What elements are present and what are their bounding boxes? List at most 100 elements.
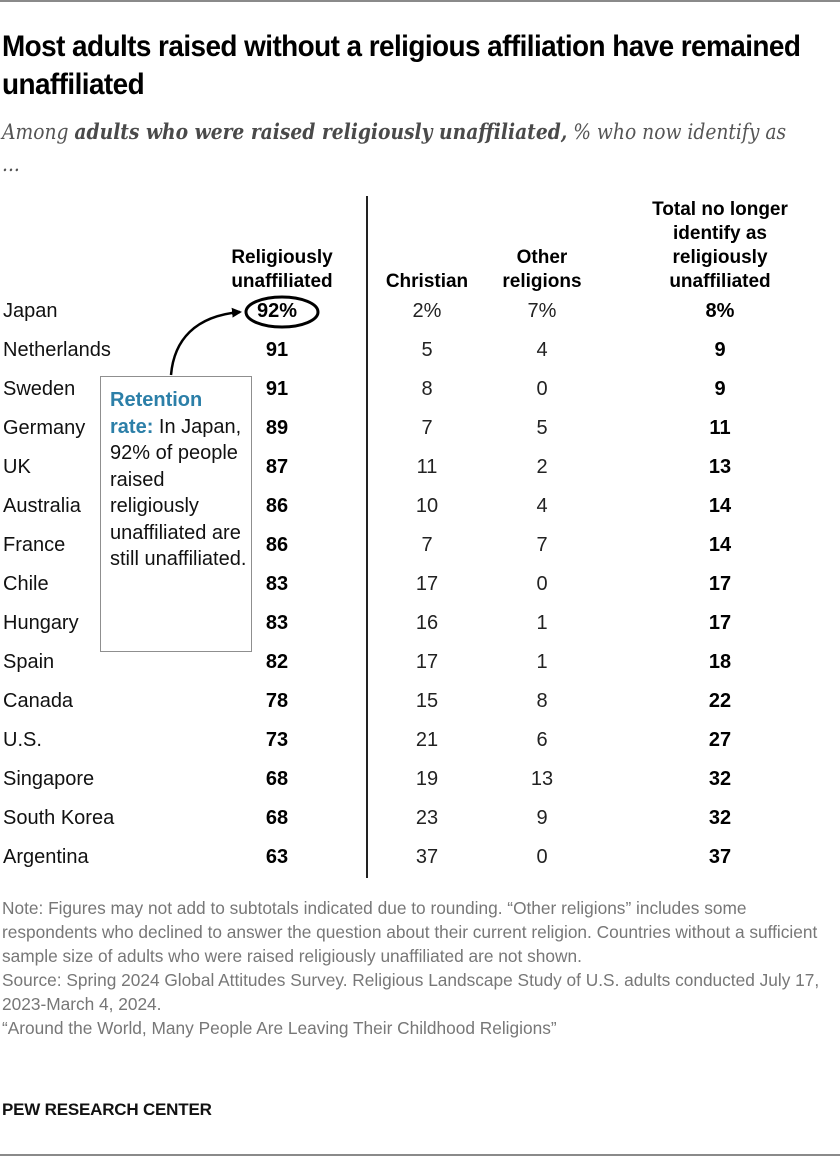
other-value: 7% <box>527 300 557 322</box>
table-row: Spain 82 17 1 18 <box>0 650 840 689</box>
total-value: 27 <box>708 729 732 751</box>
table-row: Chile 83 17 0 17 <box>0 572 840 611</box>
christian-value: 21 <box>415 729 439 751</box>
col-header-line: unaffiliated <box>669 271 771 292</box>
country-label: Germany <box>3 417 86 439</box>
col-header-line: Christian <box>385 271 469 292</box>
country-label: Singapore <box>3 768 95 790</box>
col-header-unaffiliated: Religiously unaffiliated <box>212 246 352 294</box>
unaffiliated-value: 92% <box>256 300 298 322</box>
col-header-total: Total no longer identify as religiously … <box>620 198 820 294</box>
col-header-line: religions <box>502 271 582 292</box>
total-value: 22 <box>708 690 732 712</box>
country-label: Canada <box>3 690 74 712</box>
christian-value: 15 <box>415 690 439 712</box>
country-label: Japan <box>3 300 58 322</box>
christian-value: 7 <box>421 534 433 556</box>
col-header-line: Total no longer <box>652 199 788 220</box>
table-row: France 86 7 7 14 <box>0 533 840 572</box>
christian-value: 17 <box>415 573 439 595</box>
christian-value: 8 <box>421 378 433 400</box>
source-text: Source: Spring 2024 Global Attitudes Sur… <box>2 970 820 1014</box>
total-value: 8% <box>705 300 735 322</box>
christian-value: 37 <box>415 846 439 868</box>
country-label: Hungary <box>3 612 79 634</box>
other-value: 8 <box>536 690 548 712</box>
unaffiliated-value: 78 <box>265 690 289 712</box>
christian-value: 16 <box>415 612 439 634</box>
other-value: 4 <box>536 339 548 361</box>
unaffiliated-value: 86 <box>265 534 289 556</box>
country-label: Argentina <box>3 846 89 868</box>
chart-subtitle: Among adults who were raised religiously… <box>2 116 803 180</box>
table-row: Singapore 68 19 13 32 <box>0 767 840 806</box>
christian-value: 10 <box>415 495 439 517</box>
table-row: Australia 86 10 4 14 <box>0 494 840 533</box>
table-row: Sweden 91 8 0 9 <box>0 377 840 416</box>
other-value: 0 <box>536 378 548 400</box>
report-title: “Around the World, Many People Are Leavi… <box>2 1018 557 1038</box>
country-label: Australia <box>3 495 81 517</box>
col-header-line: religiously <box>672 247 768 268</box>
table-row: Argentina 63 37 0 37 <box>0 845 840 884</box>
other-value: 7 <box>536 534 548 556</box>
total-value: 37 <box>708 846 732 868</box>
christian-value: 17 <box>415 651 439 673</box>
unaffiliated-value: 89 <box>265 417 289 439</box>
christian-value: 5 <box>421 339 433 361</box>
total-value: 17 <box>708 612 732 634</box>
unaffiliated-value: 68 <box>265 807 289 829</box>
total-value: 14 <box>708 495 732 517</box>
unaffiliated-value: 86 <box>265 495 289 517</box>
christian-value: 19 <box>415 768 439 790</box>
total-value: 13 <box>708 456 732 478</box>
col-header-christian: Christian <box>372 270 482 294</box>
unaffiliated-value: 83 <box>265 573 289 595</box>
country-label: Spain <box>3 651 55 673</box>
callout-text: In Japan, 92% of people raised religious… <box>110 415 247 571</box>
total-value: 9 <box>714 339 726 361</box>
total-value: 9 <box>714 378 726 400</box>
christian-value: 23 <box>415 807 439 829</box>
unaffiliated-value: 82 <box>265 651 289 673</box>
table-row: Canada 78 15 8 22 <box>0 689 840 728</box>
christian-value: 11 <box>416 456 438 478</box>
subtitle-prefix: Among <box>2 120 75 144</box>
table-row: Netherlands 91 5 4 9 <box>0 338 840 377</box>
notes-section: Note: Figures may not add to subtotals i… <box>2 896 838 1040</box>
other-value: 2 <box>536 456 548 478</box>
country-label: South Korea <box>3 807 115 829</box>
subtitle-suffix: % who now identify as ... <box>2 120 787 176</box>
total-value: 32 <box>708 807 732 829</box>
country-label: Chile <box>3 573 49 595</box>
other-value: 4 <box>536 495 548 517</box>
other-value: 1 <box>536 651 548 673</box>
callout-highlight: Retention rate: <box>110 389 203 438</box>
christian-value: 7 <box>421 417 433 439</box>
unaffiliated-value: 63 <box>265 846 289 868</box>
country-label: U.S. <box>3 729 42 751</box>
other-value: 13 <box>530 768 554 790</box>
table-row: South Korea 68 23 9 32 <box>0 806 840 845</box>
other-value: 6 <box>536 729 548 751</box>
country-label: Netherlands <box>3 339 111 361</box>
christian-value: 2% <box>412 300 442 322</box>
chart-title: Most adults raised without a religious a… <box>2 30 801 101</box>
table-row: U.S. 73 21 6 27 <box>0 728 840 767</box>
other-value: 0 <box>536 573 548 595</box>
other-value: 1 <box>536 612 548 634</box>
table-row: Japan 92% 2% 7% 8% <box>0 299 840 338</box>
note-text: Note: Figures may not add to subtotals i… <box>2 898 818 966</box>
total-value: 18 <box>708 651 732 673</box>
total-value: 32 <box>708 768 732 790</box>
unaffiliated-value: 83 <box>265 612 289 634</box>
total-value: 17 <box>708 573 732 595</box>
country-label: France <box>3 534 66 556</box>
unaffiliated-value: 87 <box>265 456 289 478</box>
column-divider <box>366 196 368 878</box>
total-value: 11 <box>709 417 731 439</box>
brand-logo: PEW RESEARCH CENTER <box>2 1100 212 1119</box>
col-header-line: Religiously <box>231 247 333 268</box>
table-row: UK 87 11 2 13 <box>0 455 840 494</box>
table-row: Hungary 83 16 1 17 <box>0 611 840 650</box>
